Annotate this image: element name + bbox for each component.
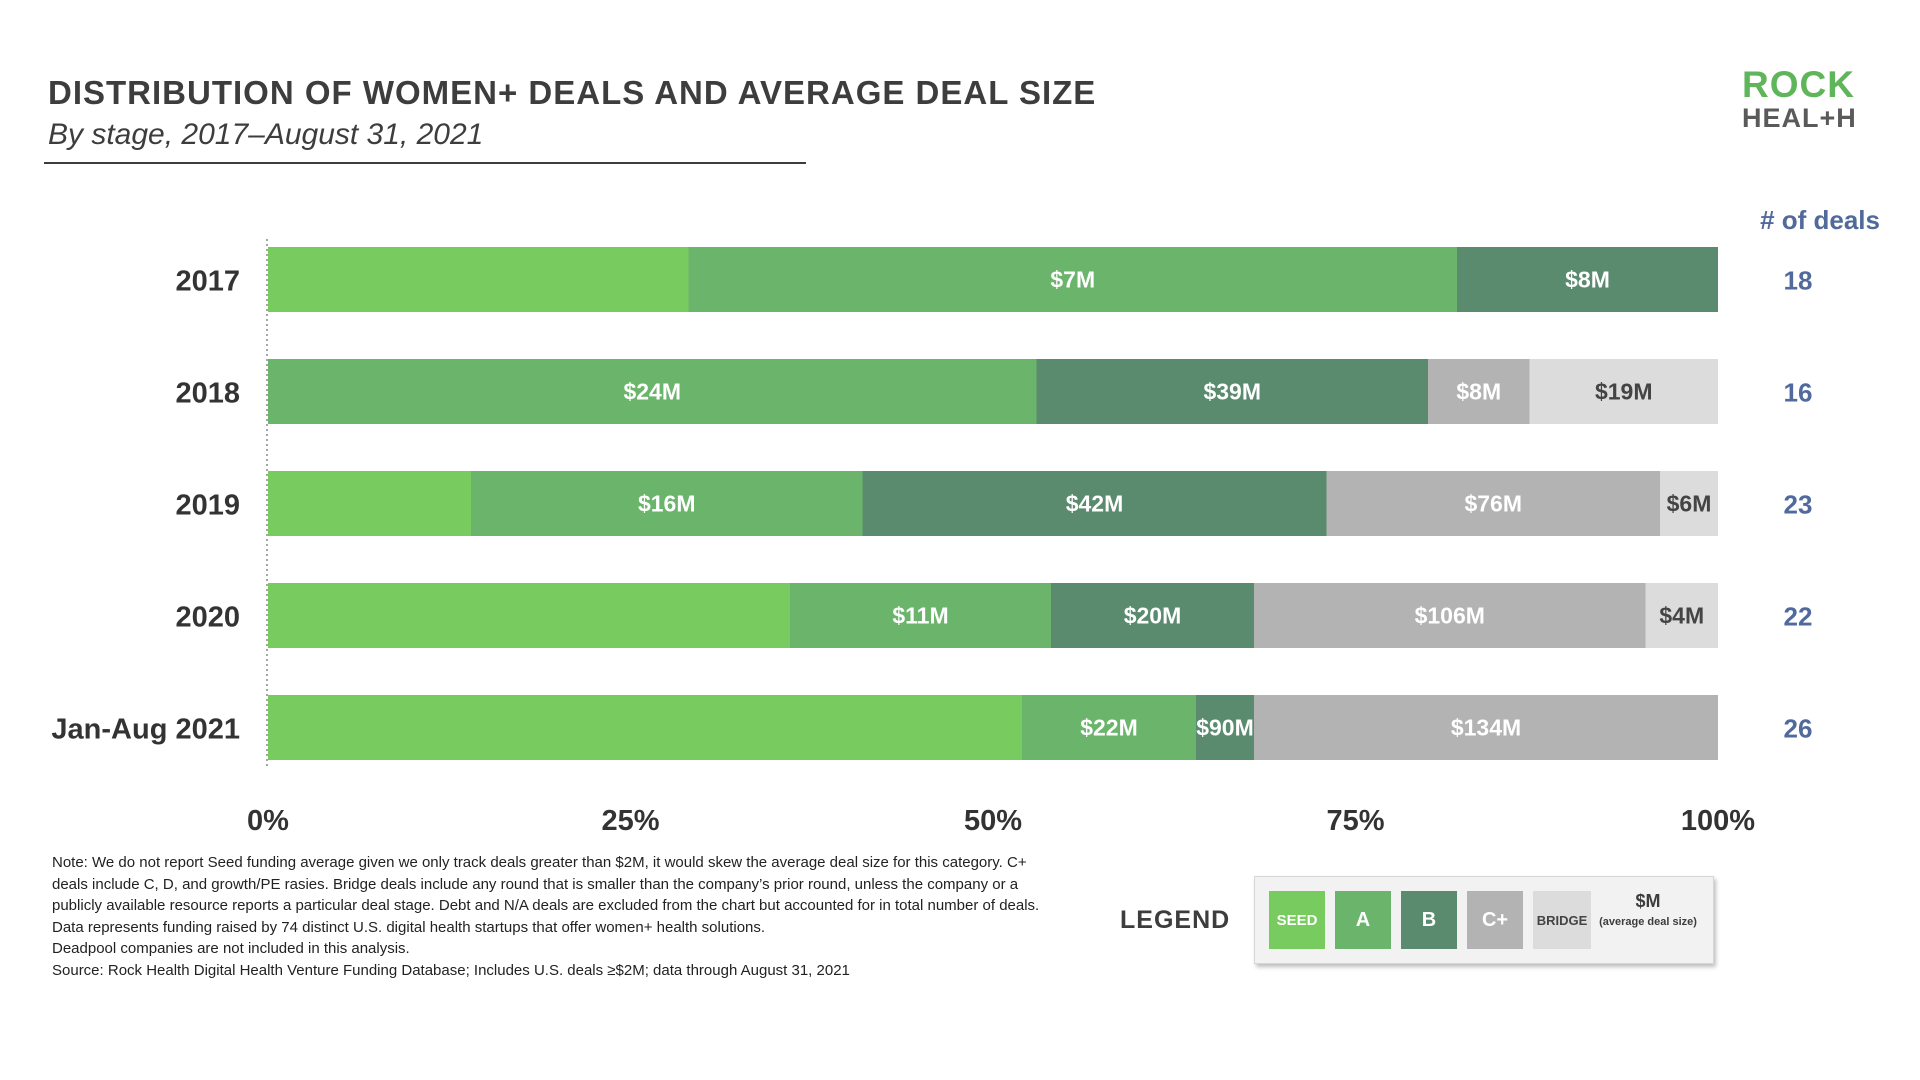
bar-segment-b <box>1196 695 1254 760</box>
bar-segment-seed <box>268 471 471 536</box>
data-label: $8M <box>1565 267 1610 293</box>
category-label: 2019 <box>175 490 240 522</box>
x-tick-label: 100% <box>1681 805 1755 837</box>
legend-swatch-seed: SEED <box>1269 891 1325 949</box>
bar-segment-a <box>1022 695 1196 760</box>
bar-segment-a <box>688 247 1457 312</box>
bar-segment-b <box>862 471 1327 536</box>
legend: SEED A B C+ BRIDGE $M (average deal size… <box>1254 876 1714 964</box>
category-label: 2018 <box>175 378 240 410</box>
bar-segment-cplus <box>1428 359 1530 424</box>
bar-segment-cplus <box>1254 583 1646 648</box>
deals-column-header: # of deals <box>1760 205 1880 235</box>
x-tick-label: 25% <box>601 805 659 837</box>
bar-segment-b <box>1036 359 1428 424</box>
deal-count: 16 <box>1784 378 1813 408</box>
data-label: $19M <box>1595 379 1653 405</box>
note-line: Data represents funding raised by 74 dis… <box>52 918 766 936</box>
bar-segment-a <box>471 471 863 536</box>
bar-segment-cplus <box>1254 695 1718 760</box>
category-label: Jan-Aug 2021 <box>51 714 240 746</box>
bar-segment-seed <box>268 695 1022 760</box>
note-line: Source: Rock Health Digital Health Ventu… <box>52 961 850 979</box>
deal-count: 22 <box>1784 602 1813 632</box>
bar-segment-seed <box>268 583 790 648</box>
data-label: $6M <box>1667 491 1712 517</box>
chart-title: DISTRIBUTION OF WOMEN+ DEALS AND AVERAGE… <box>48 74 1097 111</box>
deal-count: 18 <box>1784 266 1813 296</box>
logo-line-2: HEAL+H <box>1742 103 1857 133</box>
bar-segment-a <box>268 359 1037 424</box>
rock-health-logo: ROCK HEAL+H <box>1742 66 1857 132</box>
data-label: $24M <box>623 379 681 405</box>
x-tick-label: 50% <box>964 805 1022 837</box>
bar-segment-bridge <box>1660 471 1718 536</box>
deal-count: 23 <box>1784 490 1813 520</box>
legend-title: LEGEND <box>1120 906 1231 934</box>
legend-dollar-key: $M (average deal size) <box>1593 891 1703 928</box>
chart-notes: Note: We do not report Seed funding aver… <box>52 852 1042 981</box>
stacked-bar-chart: 2017 $7M $8M 18 2018 $24M $39M $8M $19M 16 2019 $16… <box>51 239 1813 837</box>
bar-segment-bridge <box>1529 359 1718 424</box>
bar-segment-seed <box>268 247 689 312</box>
data-label: $20M <box>1124 603 1182 629</box>
data-label: $16M <box>638 491 696 517</box>
bar-segment-b <box>1051 583 1254 648</box>
data-label: $106M <box>1415 603 1485 629</box>
bar-segment-bridge <box>1645 583 1718 648</box>
category-label: 2020 <box>175 602 240 634</box>
bar-segment-cplus <box>1326 471 1660 536</box>
data-label: $11M <box>892 603 948 629</box>
legend-swatch-bridge: BRIDGE <box>1533 891 1591 949</box>
data-label: $39M <box>1203 379 1261 405</box>
data-label: $76M <box>1464 491 1522 517</box>
data-label: $90M <box>1196 715 1254 741</box>
category-label: 2017 <box>175 266 240 298</box>
x-tick-label: 0% <box>247 805 289 837</box>
data-label: $134M <box>1451 715 1521 741</box>
legend-swatch-b: B <box>1401 891 1457 949</box>
logo-line-1: ROCK <box>1742 64 1855 105</box>
legend-dollar-sub: (average deal size) <box>1599 916 1697 928</box>
bar-segment-b <box>1457 247 1718 312</box>
x-tick-label: 75% <box>1326 805 1384 837</box>
data-label: $4M <box>1659 603 1704 629</box>
data-label: $8M <box>1456 379 1501 405</box>
data-label: $7M <box>1050 267 1095 293</box>
note-line: Deadpool companies are not included in t… <box>52 940 410 957</box>
legend-swatch-a: A <box>1335 891 1391 949</box>
note-line: Note: We do not report Seed funding aver… <box>52 854 1040 914</box>
legend-dollar-label: $M <box>1635 891 1661 911</box>
data-label: $42M <box>1066 491 1124 517</box>
legend-swatch-cplus: C+ <box>1467 891 1523 949</box>
title-divider <box>44 162 806 164</box>
deal-count: 26 <box>1784 714 1813 744</box>
data-label: $22M <box>1080 715 1138 741</box>
bar-segment-a <box>790 583 1051 648</box>
chart-subtitle: By stage, 2017–August 31, 2021 <box>48 118 484 151</box>
